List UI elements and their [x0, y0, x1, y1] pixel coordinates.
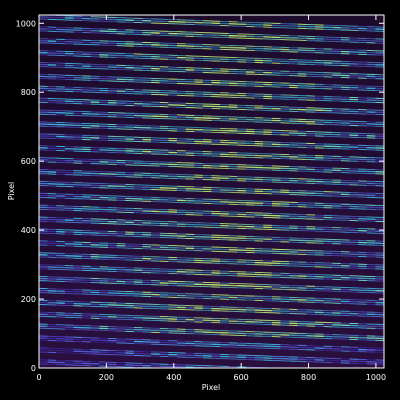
- x-tick-label: 0: [36, 373, 41, 382]
- y-axis-title: Pixel: [7, 182, 16, 201]
- y-tick-label: 600: [21, 157, 36, 166]
- spectral-bands: [39, 15, 384, 368]
- x-tick-label: 400: [166, 373, 181, 382]
- y-tick-label: 200: [21, 295, 36, 304]
- y-tick-label: 800: [21, 88, 36, 97]
- x-axis: 0 200 400 600 800 1000: [36, 15, 386, 382]
- y-tick-label: 400: [21, 226, 36, 235]
- x-tick-label: 800: [301, 373, 316, 382]
- y-tick-label: 1000: [16, 19, 36, 28]
- x-tick-label: 1000: [366, 373, 386, 382]
- x-axis-title: Pixel: [202, 383, 221, 392]
- x-tick-label: 200: [99, 373, 114, 382]
- x-tick-label: 600: [234, 373, 249, 382]
- y-axis: 0 200 400 600 800 1000: [16, 19, 384, 373]
- plot-frame: [38, 14, 385, 369]
- y-tick-label: 0: [31, 364, 36, 373]
